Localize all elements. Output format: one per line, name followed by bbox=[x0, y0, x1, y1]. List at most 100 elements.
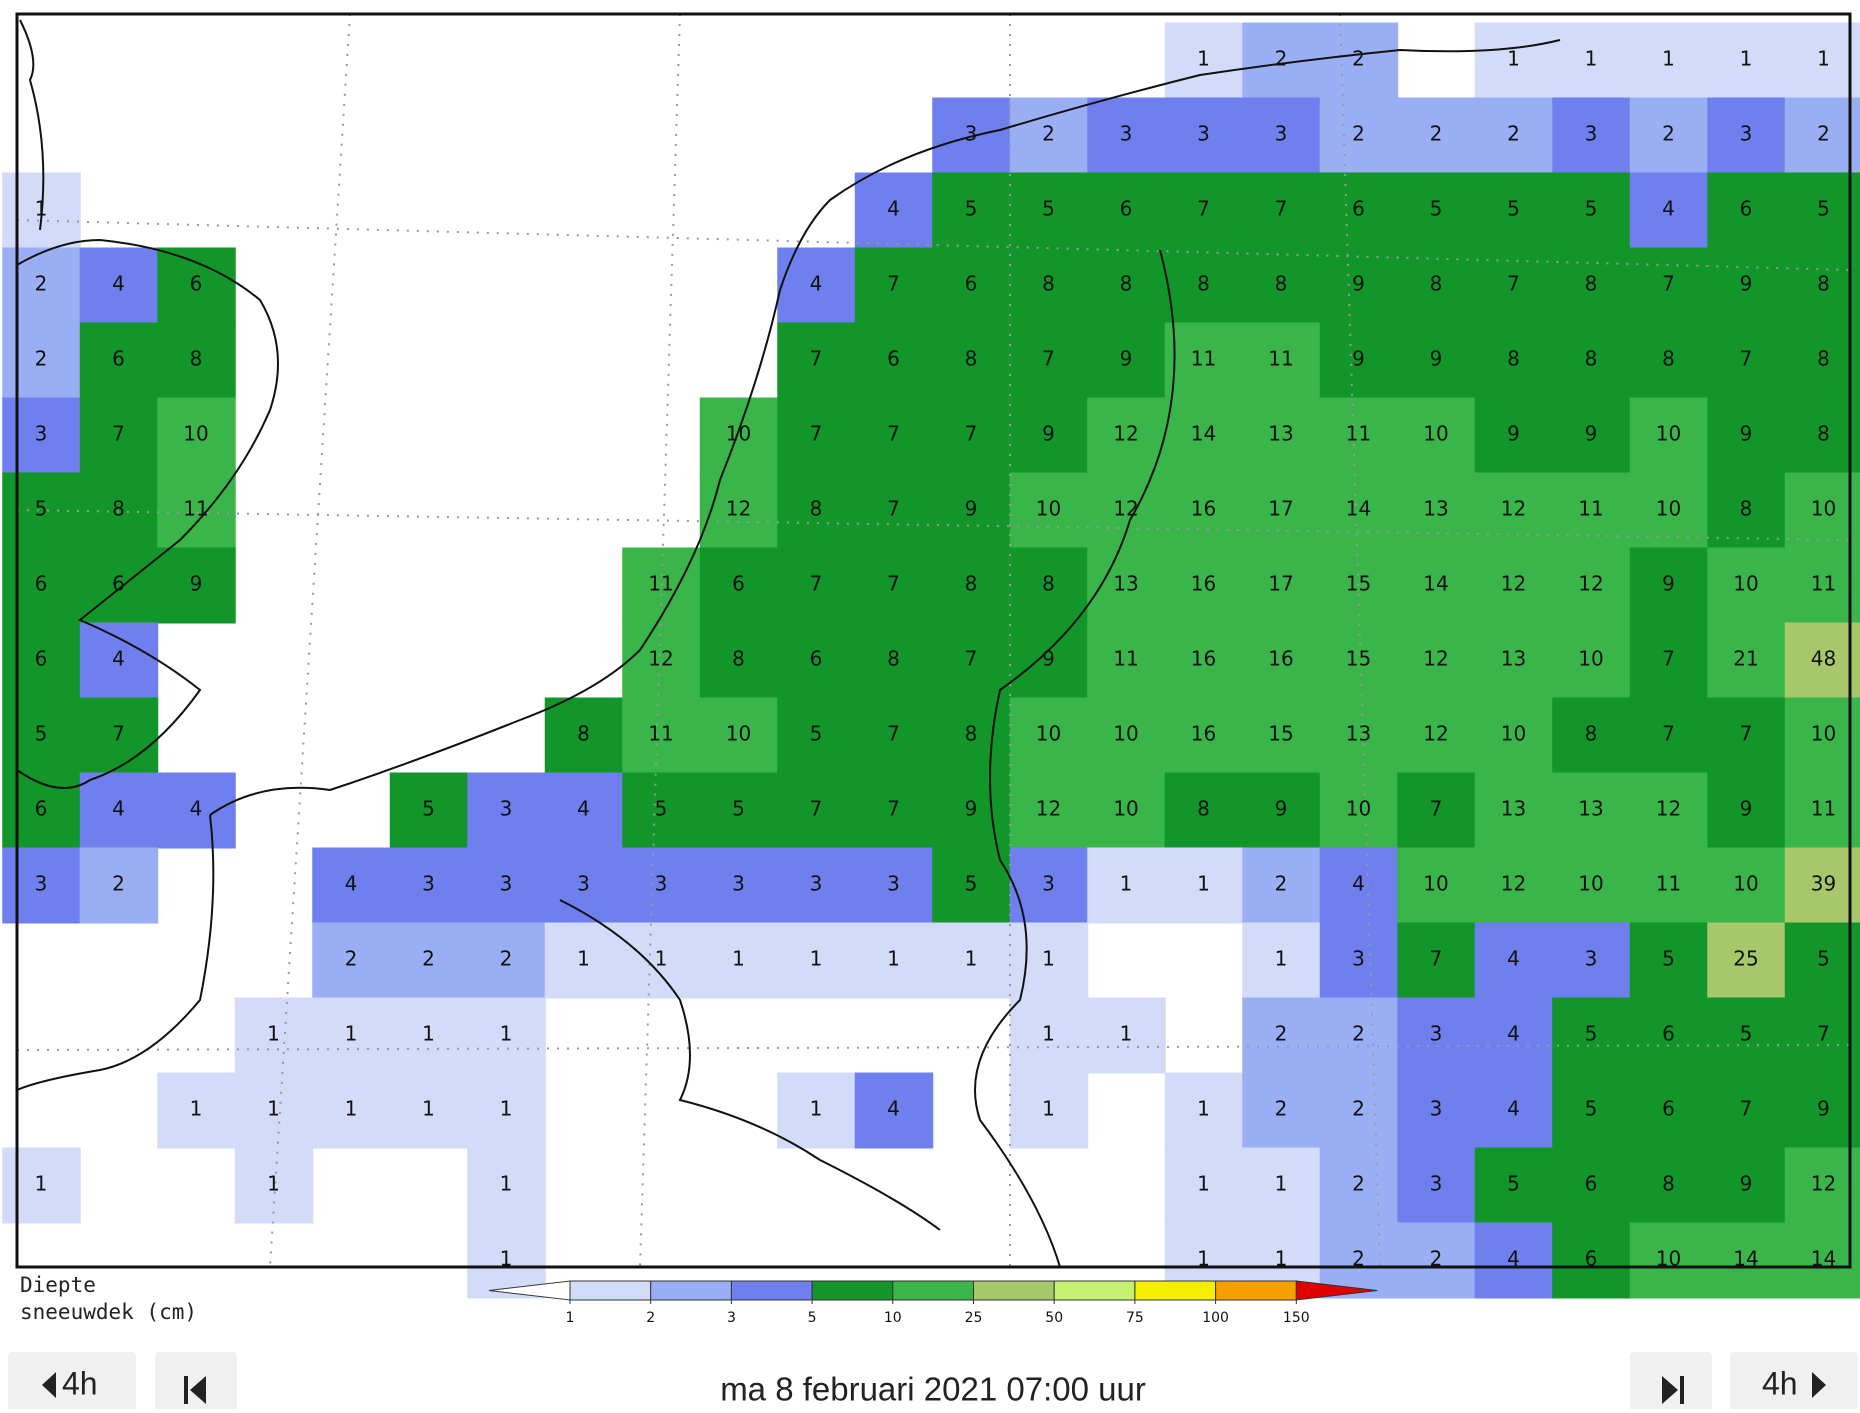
depth-label: 3 bbox=[1197, 122, 1210, 146]
snow-cell bbox=[1552, 1222, 1631, 1299]
depth-label: 10 bbox=[1423, 872, 1448, 896]
snow-cell bbox=[1784, 697, 1860, 774]
snow-cell bbox=[1474, 322, 1554, 399]
depth-label: 10 bbox=[1733, 872, 1758, 896]
step-back-button[interactable] bbox=[8, 1352, 136, 1412]
depth-label: 2 bbox=[1662, 122, 1675, 146]
snow-cell bbox=[1242, 97, 1321, 174]
depth-label: 2 bbox=[1275, 872, 1288, 896]
colorbar-tick-label: 2 bbox=[646, 1310, 655, 1326]
depth-label: 1 bbox=[810, 1097, 823, 1121]
snow-cell bbox=[1242, 547, 1321, 624]
depth-label: 7 bbox=[112, 722, 125, 746]
depth-label: 48 bbox=[1811, 647, 1836, 671]
snow-cell bbox=[1009, 172, 1089, 249]
depth-label: 3 bbox=[1430, 1172, 1443, 1196]
depth-label: 3 bbox=[1430, 1097, 1443, 1121]
snow-cell bbox=[1474, 547, 1554, 624]
snow-cell bbox=[777, 1072, 856, 1149]
snow-cell bbox=[854, 697, 934, 774]
snow-cell bbox=[1707, 997, 1786, 1074]
snow-cell bbox=[777, 622, 856, 699]
first-button[interactable] bbox=[155, 1352, 237, 1412]
depth-label: 10 bbox=[1811, 722, 1836, 746]
snow-cell bbox=[1707, 247, 1786, 324]
snow-cell bbox=[1707, 922, 1786, 999]
snow-cell bbox=[1242, 922, 1321, 999]
depth-label: 9 bbox=[1817, 1097, 1830, 1121]
depth-label: 3 bbox=[1740, 122, 1753, 146]
depth-label: 15 bbox=[1346, 647, 1371, 671]
snow-cell bbox=[932, 697, 1011, 774]
depth-label: 2 bbox=[112, 872, 125, 896]
snow-cell bbox=[1784, 1072, 1860, 1149]
snow-cell bbox=[1784, 97, 1860, 174]
depth-label: 2 bbox=[1352, 47, 1365, 71]
depth-label: 1 bbox=[655, 947, 668, 971]
snow-depth-labels: 1 2 2 1 1 1 1 13 2 3 3 3 2 2 2 3 2 3 21 4 5 5 6 7 7 6 5 5 5 4 6 52 4 6 4 7 6… bbox=[35, 47, 1837, 1271]
depth-label: 8 bbox=[732, 647, 745, 671]
snow-cell bbox=[1784, 472, 1860, 549]
step-back-label: 4h bbox=[62, 1365, 98, 1401]
snow-cell bbox=[79, 472, 159, 549]
colorbar-segment bbox=[1053, 1280, 1136, 1301]
depth-label: 6 bbox=[1585, 1172, 1598, 1196]
snow-cell bbox=[1707, 622, 1786, 699]
depth-label: 8 bbox=[1275, 272, 1288, 296]
depth-label: 13 bbox=[1346, 722, 1371, 746]
depth-label: 10 bbox=[1113, 797, 1138, 821]
depth-label: 5 bbox=[655, 797, 668, 821]
snow-cell bbox=[1474, 922, 1554, 999]
snow-cell bbox=[1707, 397, 1786, 474]
depth-label: 13 bbox=[1113, 572, 1138, 596]
depth-label: 9 bbox=[1042, 647, 1055, 671]
depth-label: 2 bbox=[345, 947, 358, 971]
snow-cell bbox=[1629, 1147, 1709, 1224]
depth-label: 7 bbox=[1197, 197, 1210, 221]
depth-label: 13 bbox=[1501, 647, 1526, 671]
snow-cell bbox=[1009, 622, 1089, 699]
snow-cell bbox=[854, 247, 934, 324]
depth-label: 1 bbox=[732, 947, 745, 971]
depth-label: 9 bbox=[190, 572, 203, 596]
snow-cell bbox=[312, 847, 391, 924]
snow-cell bbox=[1242, 847, 1321, 924]
snow-cell bbox=[2, 847, 81, 924]
snow-cell bbox=[1474, 172, 1554, 249]
snow-cell bbox=[79, 847, 159, 924]
colorbar-segment bbox=[973, 1280, 1055, 1301]
snow-cell bbox=[1164, 97, 1244, 174]
depth-label: 11 bbox=[1656, 872, 1681, 896]
depth-label: 2 bbox=[1352, 1022, 1365, 1046]
depth-label: 6 bbox=[887, 347, 900, 371]
snow-cell bbox=[1707, 772, 1786, 849]
depth-label: 1 bbox=[267, 1172, 280, 1196]
snow-cell bbox=[312, 922, 391, 999]
snow-cell bbox=[932, 547, 1011, 624]
snow-cell bbox=[1397, 847, 1476, 924]
snow-cell bbox=[1397, 1147, 1476, 1224]
depth-label: 6 bbox=[732, 572, 745, 596]
snow-cell bbox=[1087, 622, 1166, 699]
snow-cell bbox=[312, 997, 391, 1074]
last-button[interactable] bbox=[1630, 1352, 1712, 1412]
step-forward-button[interactable] bbox=[1730, 1352, 1858, 1412]
snow-cell bbox=[79, 622, 159, 699]
snow-cell bbox=[777, 697, 856, 774]
snow-cell bbox=[1087, 997, 1166, 1074]
snow-cell bbox=[854, 922, 934, 999]
depth-label: 5 bbox=[965, 872, 978, 896]
snow-cell bbox=[1087, 772, 1166, 849]
snow-cell bbox=[1784, 247, 1860, 324]
snow-cell bbox=[932, 622, 1011, 699]
depth-label: 6 bbox=[1662, 1097, 1675, 1121]
depth-label: 7 bbox=[1430, 947, 1443, 971]
depth-label: 9 bbox=[965, 797, 978, 821]
depth-label: 1 bbox=[1042, 1097, 1055, 1121]
depth-label: 8 bbox=[1662, 1172, 1675, 1196]
depth-label: 4 bbox=[577, 797, 590, 821]
snow-cell bbox=[1474, 997, 1554, 1074]
snow-cell bbox=[1319, 172, 1399, 249]
depth-label: 12 bbox=[726, 497, 751, 521]
snow-cell bbox=[1552, 997, 1631, 1074]
